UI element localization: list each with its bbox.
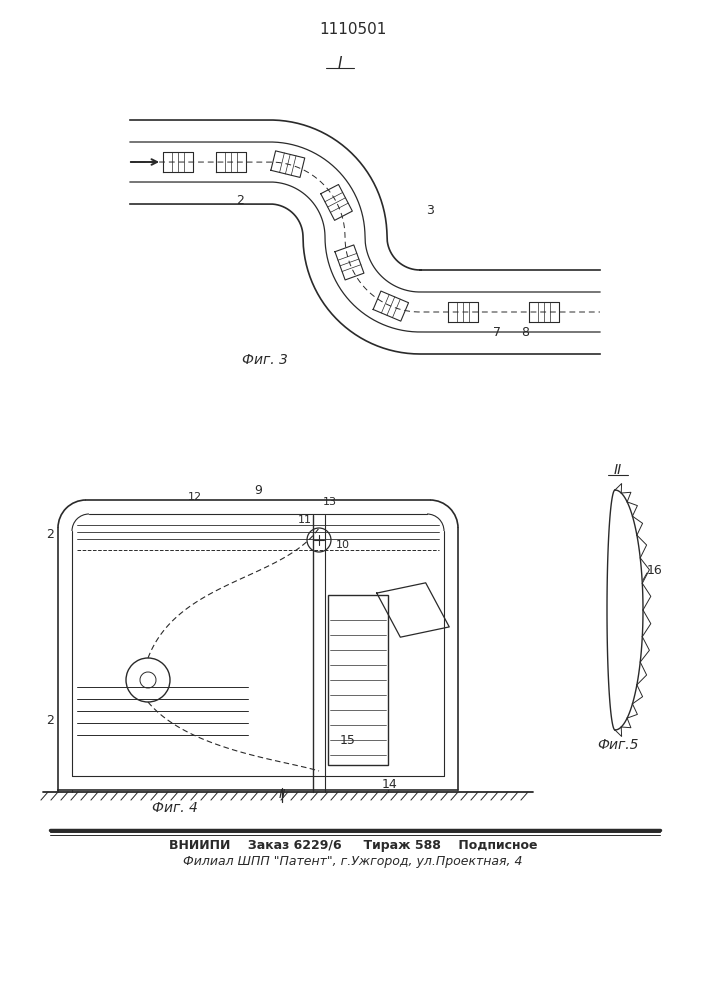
Text: II: II (279, 788, 286, 802)
Bar (328, 595, 388, 765)
Text: II: II (614, 463, 622, 477)
Text: Фиг. 3: Фиг. 3 (242, 353, 288, 367)
Text: Фиг. 4: Фиг. 4 (152, 801, 198, 815)
Text: 2: 2 (46, 528, 54, 542)
Text: 2: 2 (236, 194, 244, 207)
Text: 11: 11 (298, 515, 312, 525)
Text: 13: 13 (323, 497, 337, 507)
Text: Фиг.5: Фиг.5 (597, 738, 638, 752)
Text: 9: 9 (254, 484, 262, 496)
Text: 8: 8 (521, 326, 529, 338)
Text: 16: 16 (647, 564, 663, 576)
Text: 15: 15 (340, 734, 356, 746)
Text: 14: 14 (382, 778, 398, 792)
Text: 7: 7 (493, 326, 501, 338)
Text: Филиал ШПП "Патент", г.Ужгород, ул.Проектная, 4: Филиал ШПП "Патент", г.Ужгород, ул.Проек… (183, 856, 522, 868)
Text: 2: 2 (46, 714, 54, 726)
Text: 12: 12 (188, 492, 202, 502)
Text: 3: 3 (426, 204, 434, 217)
Text: I: I (338, 55, 342, 70)
Text: 10: 10 (336, 540, 350, 550)
Text: ВНИИПИ    Заказ 6229/6     Тираж 588    Подписное: ВНИИПИ Заказ 6229/6 Тираж 588 Подписное (169, 838, 537, 852)
Text: 1110501: 1110501 (320, 22, 387, 37)
